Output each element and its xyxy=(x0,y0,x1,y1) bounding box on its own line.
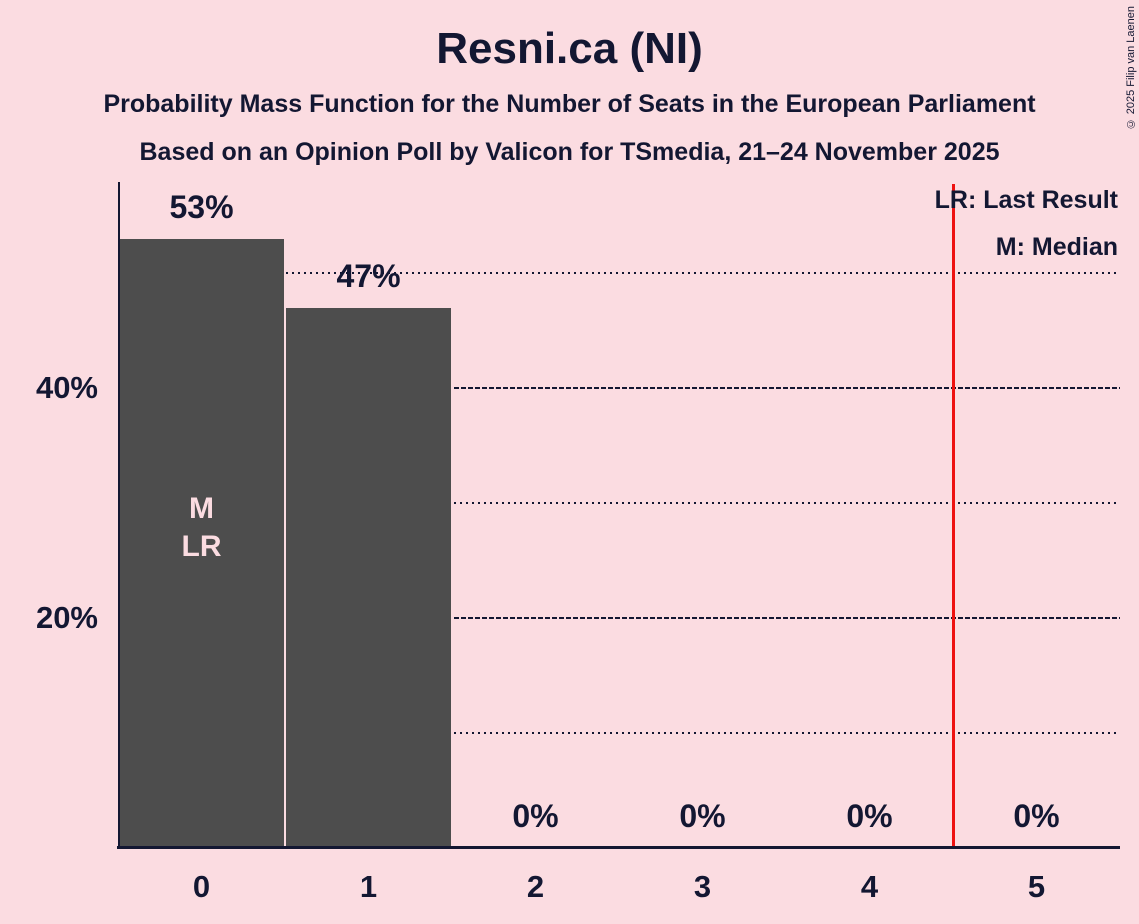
gridline-dotted xyxy=(118,502,1120,504)
bar-seats-1 xyxy=(285,307,452,848)
gridline-dotted xyxy=(118,272,1120,274)
x-axis-tick-labels: 0 1 2 3 4 5 xyxy=(118,869,1120,905)
chart-title: Resni.ca (NI) xyxy=(436,24,703,73)
bar-value-label: 0% xyxy=(846,798,893,834)
gridline-solid xyxy=(118,387,1120,389)
bar-value-label: 0% xyxy=(679,798,726,834)
legend-last-result: LR: Last Result xyxy=(934,186,1118,214)
x-axis-line xyxy=(117,846,1120,849)
x-axis-tick-label: 3 xyxy=(693,869,712,904)
median-last-result-annotation: M LR xyxy=(181,492,222,563)
gridline-dotted xyxy=(118,732,1120,734)
bar-value-label: 53% xyxy=(169,188,234,225)
x-axis-tick-label: 1 xyxy=(359,869,378,904)
x-axis-tick-label: 2 xyxy=(526,869,545,904)
bar-value-label: 0% xyxy=(512,798,559,834)
x-axis-tick-label: 0 xyxy=(192,869,211,904)
chart-subtitle-pmf: Probability Mass Function for the Number… xyxy=(103,90,1036,118)
bar-value-label: 0% xyxy=(1013,798,1060,834)
plot-area: 53% 47% 0% 0% 0% 0% M LR xyxy=(118,182,1120,848)
y-axis-tick-label: 20% xyxy=(35,600,98,635)
bar-value-label: 47% xyxy=(336,257,401,294)
y-axis-tick-label: 40% xyxy=(35,370,98,405)
legend-median: M: Median xyxy=(995,233,1118,261)
x-axis-tick-label: 4 xyxy=(860,869,879,904)
last-result-line xyxy=(951,184,955,848)
x-axis-tick-label: 5 xyxy=(1027,869,1046,904)
gridline-solid xyxy=(118,617,1120,619)
copyright-notice: © 2025 Filip van Laenen xyxy=(1125,6,1137,130)
y-axis-line xyxy=(118,182,120,848)
chart-subtitle-poll: Based on an Opinion Poll by Valicon for … xyxy=(139,138,1000,166)
